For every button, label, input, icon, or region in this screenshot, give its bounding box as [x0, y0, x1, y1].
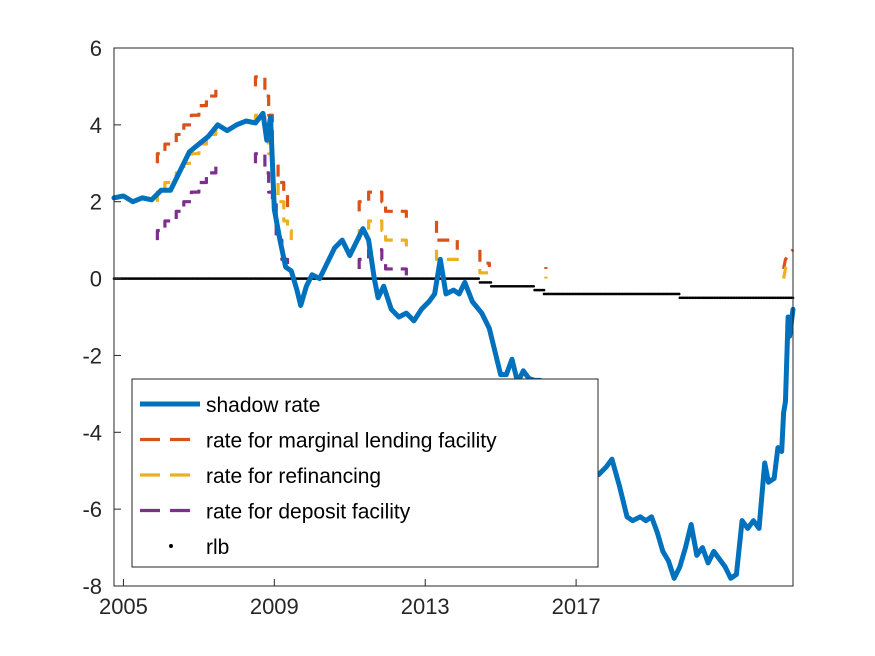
legend-entry-rate-for-deposit-facility: rate for deposit facility: [140, 501, 411, 524]
legend-entry-rate-for-refinancing: rate for refinancing: [140, 465, 381, 488]
x-tick-label: 2005: [99, 594, 148, 619]
series-rate-for-marginal-lending-facility: [357, 190, 408, 221]
rlb-point: [489, 281, 493, 284]
series-rate-for-deposit-facility: [155, 163, 218, 241]
legend-swatch: [169, 544, 173, 548]
legend-label: rate for marginal lending facility: [206, 430, 497, 453]
series-rate-for-marginal-lending-facility: [434, 220, 459, 250]
y-tick-label: -8: [82, 574, 102, 599]
legend-entry-rlb: rlb: [169, 536, 229, 559]
y-tick-label: -4: [82, 420, 102, 445]
legend-box: [131, 378, 599, 568]
axes-box: [113, 47, 794, 587]
series-rate-for-deposit-facility: [357, 248, 408, 279]
y-tick-label: 6: [90, 36, 102, 61]
legend-label: shadow rate: [206, 394, 320, 417]
series-rate-for-marginal-lending-facility: [478, 249, 491, 268]
series-rate-for-refinancing: [434, 249, 459, 269]
x-tick-label: 2017: [552, 594, 601, 619]
y-tick-label: -6: [82, 497, 102, 522]
legend-entry-shadow-rate: shadow rate: [140, 394, 320, 417]
series-rate-for-refinancing: [478, 268, 491, 277]
legend-label: rlb: [206, 536, 229, 559]
series-layer: [111, 75, 796, 581]
rlb-point: [542, 288, 546, 292]
series-shadow-rate: [583, 306, 796, 581]
legend-layer: shadow rate rate for marginal lending fac…: [140, 394, 497, 559]
rlb-point: [532, 284, 535, 288]
legend-entry-rate-for-marginal-lending-facility: rate for marginal lending facility: [140, 430, 497, 453]
y-tick-label: 2: [90, 190, 102, 215]
series-rate-for-refinancing: [781, 259, 789, 279]
series-rate-for-marginal-lending-facility: [155, 86, 218, 164]
legend-label: rate for refinancing: [206, 465, 381, 488]
series-rate-for-refinancing: [357, 219, 408, 250]
series-shadow-rate: [111, 110, 543, 385]
rlb-point: [477, 277, 480, 280]
y-tick-label: 4: [90, 113, 102, 138]
series-rate-for-marginal-lending-facility: [782, 248, 795, 270]
legend-label: rate for deposit facility: [206, 501, 411, 524]
x-tick-label: 2013: [401, 594, 450, 619]
y-tick-label: -2: [82, 343, 102, 368]
y-tick-label: 0: [90, 267, 102, 292]
rlb-point: [677, 292, 681, 296]
x-tick-label: 2009: [250, 594, 299, 619]
tick-layer: 2005 2009 2013 2017 -8 -6 -4 -2 0 2 4 6: [82, 36, 600, 619]
